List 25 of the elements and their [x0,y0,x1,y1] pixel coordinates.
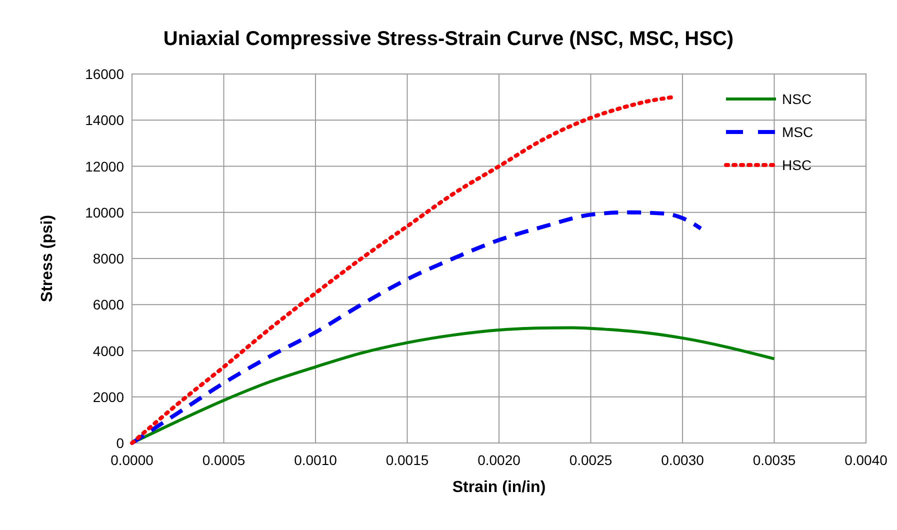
x-axis-title: Strain (in/in) [452,479,546,496]
y-tick-label: 6000 [92,296,124,313]
legend-label: HSC [782,157,812,173]
x-tick-label: 0.0020 [478,452,521,468]
y-tick-label: 2000 [92,388,124,405]
y-tick-label: 8000 [92,250,124,266]
x-tick-label: 0.0015 [386,452,429,468]
x-tick-label: 0.0035 [752,452,796,468]
legend-label: NSC [782,91,812,107]
y-tick-label: 12000 [85,158,124,174]
y-tick-label: 4000 [92,342,124,359]
line-series [130,95,676,445]
y-tick-label: 14000 [85,112,124,128]
x-tick-label: 0.0000 [110,452,154,468]
x-tick-label: 0.0040 [844,452,888,468]
y-tick-label: 16000 [85,66,124,82]
x-tick-label: 0.0010 [294,452,338,468]
y-tick-label: 10000 [85,204,124,220]
chart-title: Uniaxial Compressive Stress-Strain Curve (NSC, MSC, HSC) [163,28,734,50]
x-tick-label: 0.0025 [569,452,612,468]
legend-label: MSC [782,124,814,140]
x-tick-label: 0.0005 [202,452,246,468]
x-tick-label: 0.0030 [661,452,704,468]
y-tick-label: 0 [116,435,124,451]
y-axis-title: Stress (psi) [39,214,56,302]
